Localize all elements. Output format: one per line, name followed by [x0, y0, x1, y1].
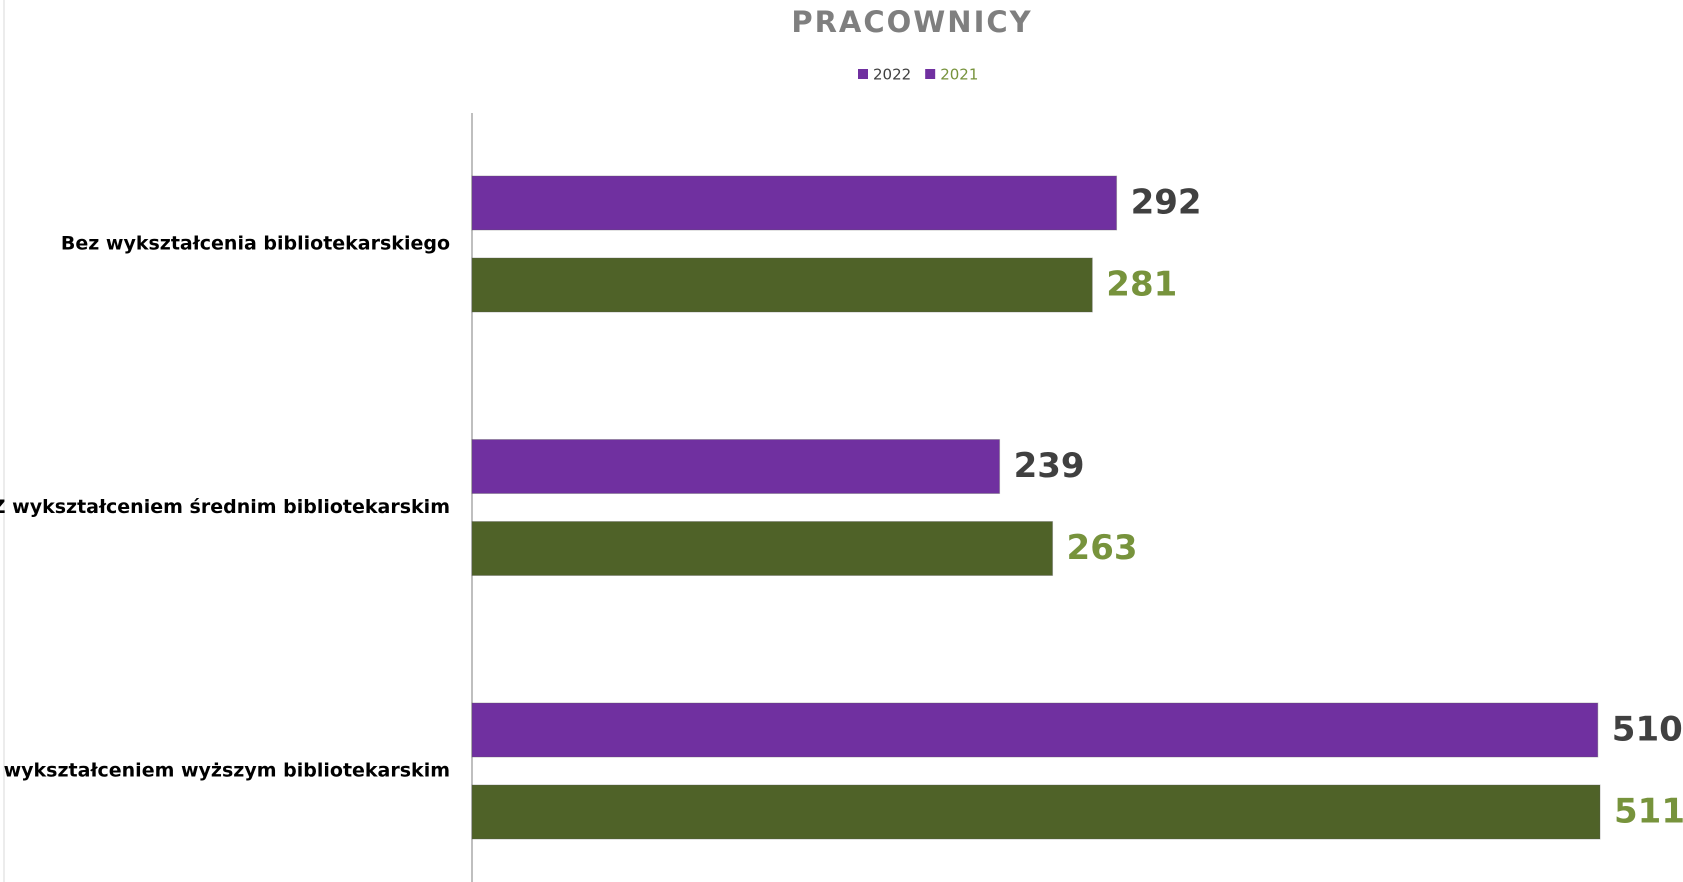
- value-label: 281: [1106, 265, 1177, 305]
- bar: [471, 175, 1118, 231]
- legend-marker: [858, 69, 868, 79]
- bar: [471, 521, 1054, 576]
- bar: [471, 784, 1601, 840]
- chart-title: PRACOWNICY: [791, 5, 1032, 39]
- category-label: Z wykształceniem wyższym bibliotekarskim: [0, 760, 450, 782]
- legend-label: 2022: [873, 66, 911, 84]
- category-label: Z wykształceniem średnim bibliotekarskim: [0, 496, 450, 518]
- value-label: 292: [1131, 183, 1202, 223]
- legend: 2022 2021: [858, 66, 978, 84]
- bar: [471, 257, 1093, 313]
- category-label: Bez wykształcenia bibliotekarskiego: [61, 233, 450, 255]
- value-label: 263: [1067, 528, 1138, 568]
- legend-marker: [925, 69, 936, 79]
- legend-label: 2021: [940, 66, 978, 84]
- value-label: 511: [1614, 792, 1683, 832]
- value-label: 239: [1014, 446, 1085, 486]
- bar: [471, 439, 1001, 494]
- value-label: 510: [1612, 710, 1683, 750]
- bar: [471, 702, 1599, 758]
